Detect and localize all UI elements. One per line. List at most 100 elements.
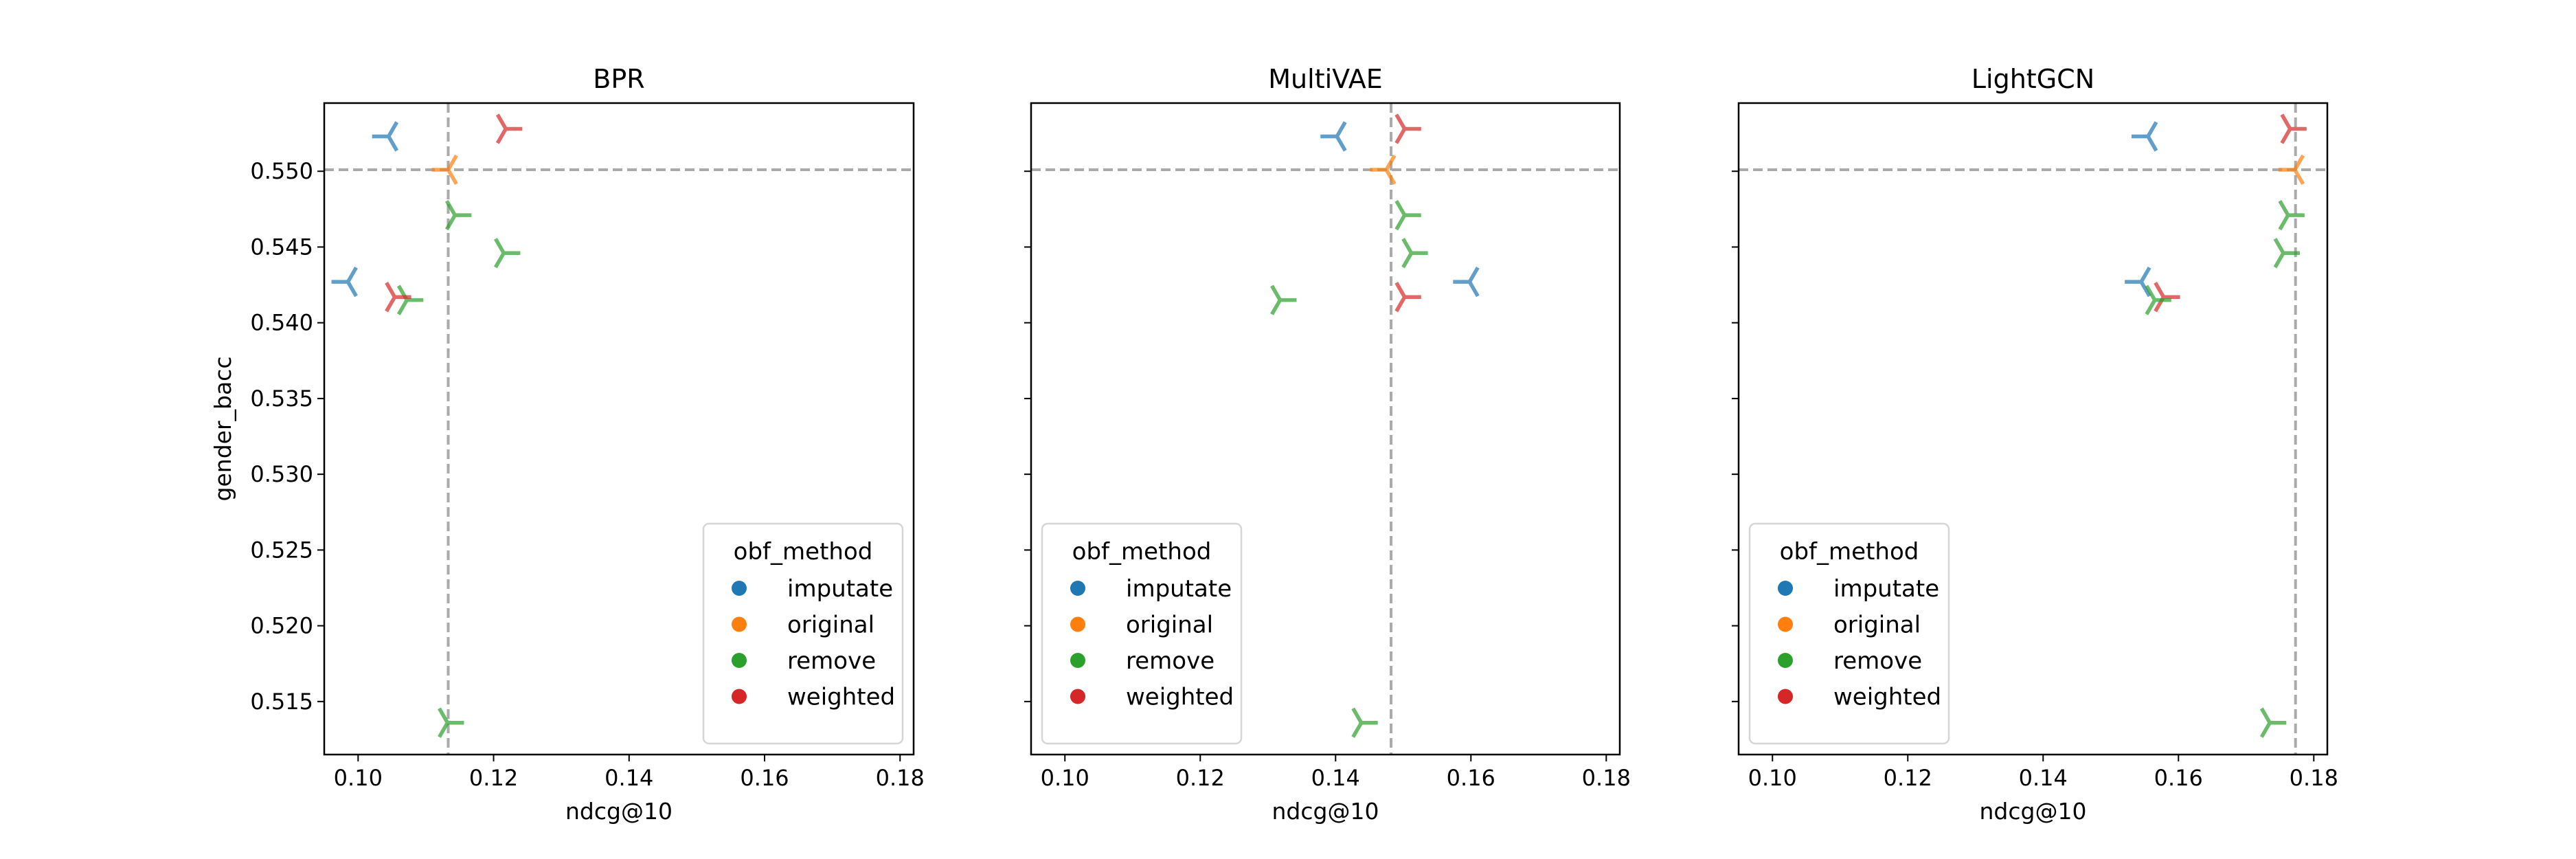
x-tick-label: 0.18 [876, 765, 925, 791]
data-point-weighted [1394, 113, 1421, 144]
data-point-weighted [1394, 282, 1421, 313]
data-point-weighted-arm [1394, 282, 1407, 298]
x-tick-label: 0.16 [2154, 765, 2203, 791]
data-point-weighted [385, 282, 411, 313]
data-point-weighted-arm [495, 128, 508, 144]
x-tick-label: 0.12 [469, 765, 518, 791]
plot-area [324, 103, 914, 755]
x-tick-label: 0.10 [1748, 765, 1797, 791]
data-point-imputate [2125, 266, 2151, 298]
legend-frame [1748, 522, 1950, 745]
data-point-original [2278, 154, 2305, 186]
data-point-remove-arm [1394, 199, 1407, 216]
panel-multivae: MultiVAE 0.10 0.12 0.14 0.16 0.18 ndcg@10 obf_m… [1024, 64, 1631, 825]
legend-label-weighted: weighted [787, 684, 895, 711]
y-tick-label: 0.525 [250, 537, 313, 563]
data-point-imputate [331, 266, 358, 298]
x-tick-label: 0.14 [1311, 765, 1360, 791]
y-tick-label: 0.515 [250, 689, 313, 715]
data-point-imputate-arm [2146, 135, 2158, 152]
x-axis-label: ndcg@10 [565, 798, 673, 825]
legend-swatch-weighted [732, 689, 747, 704]
legend-swatch-imputate [1778, 581, 1793, 596]
panel-title: MultiVAE [1268, 64, 1382, 94]
data-point-weighted-arm [385, 295, 396, 313]
legend-title: obf_method [1780, 538, 1919, 566]
data-point-remove [2278, 199, 2305, 231]
data-point-original-arm [2293, 168, 2305, 186]
data-point-original [1370, 154, 1397, 186]
data-point-remove [444, 199, 472, 231]
x-tick-label: 0.12 [1176, 765, 1225, 791]
legend-label-original: original [1126, 612, 1213, 639]
data-point-weighted [2154, 282, 2180, 313]
data-point-remove-arm [2145, 299, 2157, 315]
data-point-imputate-arm [387, 135, 399, 152]
data-point-remove-arm [2278, 199, 2290, 216]
data-point-imputate [372, 121, 399, 152]
legend-label-original: original [787, 612, 874, 639]
data-point-remove-arm [438, 707, 449, 724]
data-point-remove-arm [1394, 214, 1407, 231]
data-point-remove [396, 285, 424, 315]
data-point-original-arm [447, 168, 458, 186]
data-point-remove [1394, 199, 1421, 231]
data-point-imputate-arm [2139, 280, 2151, 298]
legend-swatch-weighted [1070, 689, 1085, 704]
legend-label-imputate: imputate [1833, 575, 1939, 603]
legend-label-weighted: weighted [1833, 684, 1941, 711]
data-point-imputate-arm [1467, 266, 1480, 283]
data-point-weighted-arm [1394, 295, 1407, 313]
legend: obf_method imputate original remove weighted [1041, 522, 1243, 745]
data-point-imputate-arm [346, 266, 358, 283]
legend-frame [1041, 522, 1243, 745]
data-point-imputate-arm [387, 121, 399, 137]
data-point-remove [2259, 707, 2287, 738]
data-point-original-arm [1384, 168, 1397, 186]
x-tick-label: 0.16 [740, 765, 789, 791]
data-point-original-arm [2293, 154, 2305, 171]
data-point-remove-arm [2259, 707, 2272, 724]
data-point-remove-arm [396, 299, 409, 315]
x-tick-label: 0.14 [605, 765, 653, 791]
data-point-remove-arm [444, 199, 457, 216]
data-point-remove-arm [2273, 238, 2285, 254]
legend-swatch-remove [1778, 653, 1793, 668]
data-point-remove-arm [1351, 707, 1364, 724]
data-point-weighted-arm [1394, 113, 1407, 130]
axes-frame [1030, 102, 1621, 756]
data-point-remove-arm [1270, 285, 1282, 301]
data-point-weighted [495, 113, 523, 144]
panel-bpr: BPR 0.10 0.12 0.14 0.16 0.18 0.515 0.520 0.525 0.… [210, 64, 925, 825]
data-point-remove-arm [1401, 238, 1413, 254]
y-tick-label: 0.540 [250, 310, 313, 336]
data-point-weighted-arm [2154, 282, 2165, 298]
data-point-remove-arm [2145, 285, 2157, 301]
data-point-remove-arm [444, 214, 457, 231]
data-point-weighted [2280, 113, 2307, 144]
y-tick-label: 0.520 [250, 613, 313, 639]
data-point-remove-arm [2259, 722, 2272, 738]
y-tick-label: 0.535 [250, 386, 313, 412]
x-tick-label: 0.18 [2290, 765, 2338, 791]
data-point-imputate [1320, 121, 1347, 152]
data-point-remove-arm [438, 722, 449, 738]
axes-frame [323, 102, 915, 756]
x-tick-label: 0.10 [334, 765, 383, 791]
data-point-imputate-arm [1335, 135, 1347, 152]
data-point-remove [493, 238, 521, 269]
legend-frame [702, 522, 904, 745]
legend-swatch-remove [1070, 653, 1085, 668]
axes-frame [1737, 102, 2329, 756]
legend-label-imputate: imputate [787, 575, 893, 603]
panel-title: BPR [593, 64, 644, 94]
data-point-remove-arm [2278, 214, 2290, 231]
data-point-imputate-arm [346, 280, 358, 298]
data-point-remove [2145, 285, 2171, 315]
legend-label-original: original [1833, 612, 1921, 639]
data-point-weighted-arm [2280, 113, 2292, 130]
legend-label-remove: remove [787, 647, 876, 675]
y-tick-label: 0.530 [250, 461, 313, 487]
legend: obf_method imputate original remove weighted [1748, 522, 1950, 745]
